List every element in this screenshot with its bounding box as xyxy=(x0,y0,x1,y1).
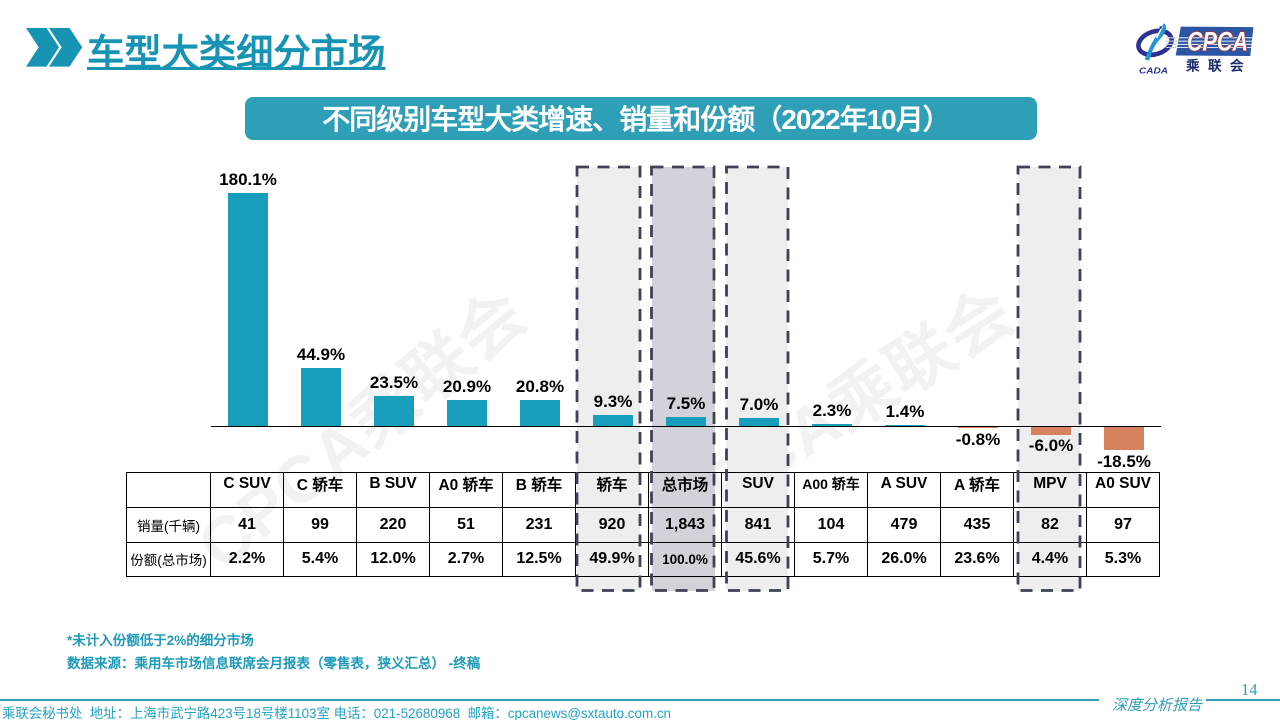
svg-text:乘联会: 乘联会 xyxy=(1185,58,1252,74)
svg-text:CADA: CADA xyxy=(1139,66,1168,76)
svg-text:CPCA: CPCA xyxy=(1187,27,1248,57)
